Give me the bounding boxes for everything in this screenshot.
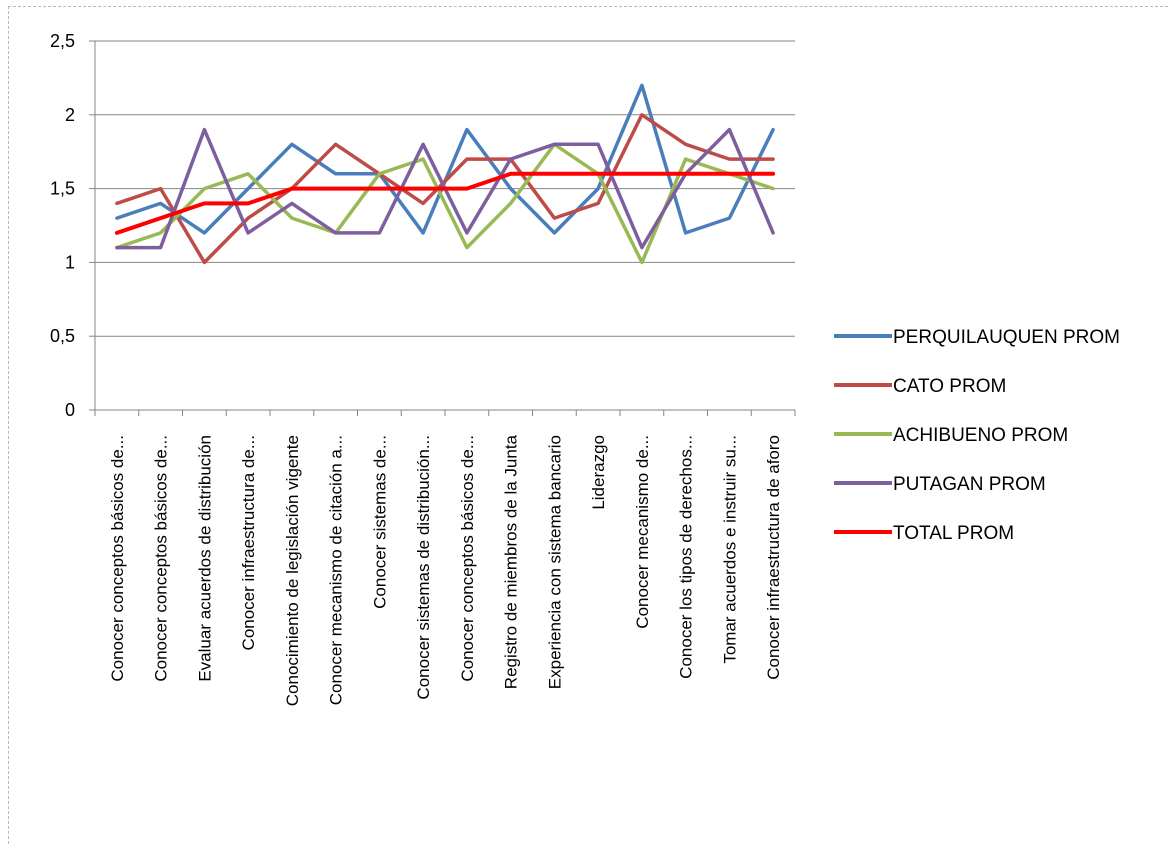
x-category-label: Conocer conceptos básicos de... xyxy=(108,435,127,682)
y-tick-label: 1 xyxy=(65,252,75,272)
x-category-label: Evaluar acuerdos de distribución xyxy=(195,435,214,682)
x-category-label: Conocer conceptos básicos de... xyxy=(458,435,477,682)
y-tick-label: 1,5 xyxy=(50,179,75,199)
x-category-label: Registro de miembros de la Junta xyxy=(502,434,521,689)
y-axis: 0 0,5 1 1,5 2 2,5 xyxy=(50,31,96,420)
series-line xyxy=(114,171,776,235)
x-category-label: Conocer los tipos de derechos... xyxy=(677,435,696,679)
legend-label: TOTAL PROM xyxy=(893,523,1014,544)
series-line xyxy=(115,113,775,265)
x-category-label: Liderazgo xyxy=(589,435,608,510)
y-tick-label: 0,5 xyxy=(50,326,75,346)
x-category-label: Conocimiento de legislación vigente xyxy=(283,435,302,706)
y-tick-label: 2 xyxy=(65,105,75,125)
x-category-label: Conocer infraestructura de aforo xyxy=(764,435,783,680)
legend-label: PUTAGAN PROM xyxy=(893,474,1046,495)
x-category-label: Experiencia con sistema bancario xyxy=(545,435,564,689)
gridlines xyxy=(95,40,795,411)
legend-label: ACHIBUENO PROM xyxy=(893,425,1068,446)
x-category-label: Conocer conceptos básicos de... xyxy=(152,435,171,682)
x-category-label: Conocer sistemas de distribución... xyxy=(414,435,433,700)
legend-label: CATO PROM xyxy=(893,376,1006,397)
x-category-label: Conocer mecanismo de... xyxy=(633,435,652,629)
x-category-label: Conocer sistemas de... xyxy=(370,435,389,609)
series-lines xyxy=(114,83,776,265)
x-category-label: Conocer infraestructura de... xyxy=(239,435,258,650)
x-category-label: Tomar acuerdos e instruir su... xyxy=(720,435,739,664)
y-tick-label: 0 xyxy=(65,400,75,420)
legend-label: PERQUILAUQUEN PROM xyxy=(893,327,1120,348)
legend: PERQUILAUQUEN PROM CATO PROM ACHIBUENO PRO… xyxy=(834,327,1120,544)
x-category-label: Conocer mecanismo de citación a... xyxy=(327,435,346,705)
y-tick-label: 2,5 xyxy=(50,31,75,51)
chart-frame xyxy=(8,6,1168,844)
x-axis: Conocer conceptos básicos de... Conocer c… xyxy=(94,409,796,706)
